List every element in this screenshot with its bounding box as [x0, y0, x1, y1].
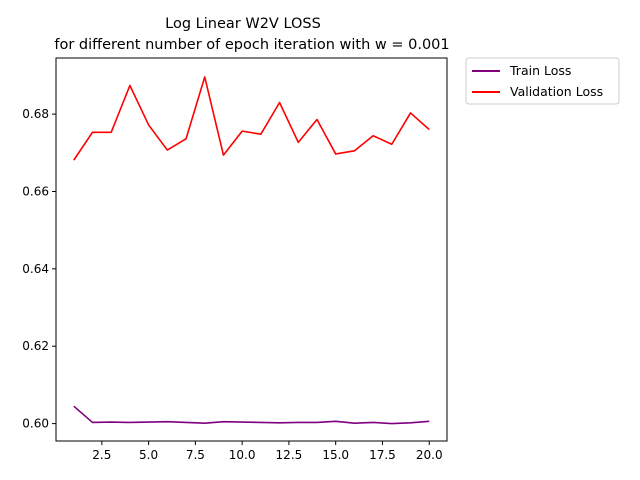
- y-tick-label: 0.62: [22, 339, 49, 353]
- series-line-train-loss: [73, 405, 430, 425]
- x-tick-label: 12.5: [276, 448, 303, 462]
- y-tick-label: 0.60: [22, 417, 49, 431]
- legend-label-train-loss: Train Loss: [509, 63, 571, 78]
- y-tick-label: 0.68: [22, 107, 49, 121]
- y-axis: 0.60 0.62 0.64 0.66 0.68: [22, 107, 56, 431]
- legend-label-validation-loss: Validation Loss: [510, 84, 603, 99]
- chart-title: Log Linear W2V LOSS: [165, 16, 321, 32]
- y-tick-label: 0.66: [22, 184, 49, 198]
- x-tick-label: 17.5: [369, 448, 396, 462]
- series-layer: [73, 76, 430, 425]
- plot-frame: [55, 57, 448, 442]
- chart-subtitle: for different number of epoch iteration …: [54, 37, 449, 53]
- x-tick-label: 20.0: [416, 448, 443, 462]
- x-tick-label: 10.0: [229, 448, 256, 462]
- x-tick-label: 5.0: [139, 448, 158, 462]
- legend-box: [465, 57, 620, 105]
- legend: Train Loss Validation Loss: [465, 57, 620, 105]
- x-tick-label: 15.0: [322, 448, 349, 462]
- x-tick-label: 2.5: [92, 448, 111, 462]
- x-tick-label: 7.5: [186, 448, 205, 462]
- y-tick-label: 0.64: [22, 262, 49, 276]
- series-line-validation-loss: [73, 76, 430, 161]
- x-axis: 2.5 5.0 7.5 10.0 12.5 15.0 17.5 20.0: [92, 441, 443, 462]
